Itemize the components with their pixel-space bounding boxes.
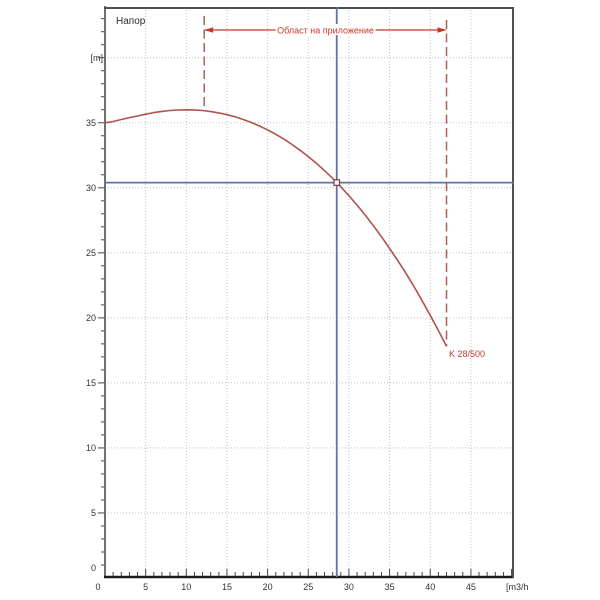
pump-curve-label: K 28/500 bbox=[449, 349, 485, 359]
chart-title: Напор bbox=[116, 16, 146, 27]
y-tick-label: 20 bbox=[86, 313, 96, 323]
application-range-label-bg bbox=[275, 24, 376, 35]
x-tick-label: 45 bbox=[466, 582, 476, 592]
arrowhead-left-icon bbox=[204, 27, 214, 33]
x-tick-label: 10 bbox=[181, 582, 191, 592]
x-tick-label: 40 bbox=[425, 582, 435, 592]
pump-curve bbox=[104, 109, 448, 347]
operating-point-marker bbox=[333, 179, 341, 186]
x-axis-unit-label: [m3/h bbox=[506, 582, 529, 592]
axis-tick-labels: 0 5 10 15 20 25 30 35 40 45 0 5 10 15 20 25 30 35 bbox=[86, 118, 476, 592]
application-range-annotation bbox=[203, 16, 448, 347]
pump-curve-group bbox=[104, 109, 448, 347]
gridlines bbox=[105, 7, 514, 578]
y-tick-label: 30 bbox=[86, 183, 96, 193]
plot-frame bbox=[104, 6, 514, 579]
x-tick-label: 0 bbox=[95, 582, 100, 592]
x-tick-label: 25 bbox=[303, 582, 313, 592]
y-tick-label: 0 bbox=[91, 563, 96, 573]
y-tick-label: 15 bbox=[86, 378, 96, 388]
y-tick-label: 10 bbox=[86, 443, 96, 453]
y-tick-label: 35 bbox=[86, 118, 96, 128]
y-tick-label: 5 bbox=[91, 508, 96, 518]
x-tick-label: 20 bbox=[263, 582, 273, 592]
y-axis-unit-label: [m] bbox=[91, 53, 104, 63]
crosshair-lines bbox=[105, 7, 514, 577]
x-tick-label: 15 bbox=[222, 582, 232, 592]
operating-point-marker-group bbox=[333, 179, 341, 186]
x-tick-label: 35 bbox=[385, 582, 395, 592]
axis-ticks bbox=[98, 18, 513, 576]
arrowhead-right-icon bbox=[437, 27, 447, 33]
x-tick-label: 5 bbox=[143, 582, 148, 592]
y-tick-label: 25 bbox=[86, 248, 96, 258]
application-range-label: Област на приложение bbox=[277, 26, 374, 36]
x-tick-label: 30 bbox=[344, 582, 354, 592]
